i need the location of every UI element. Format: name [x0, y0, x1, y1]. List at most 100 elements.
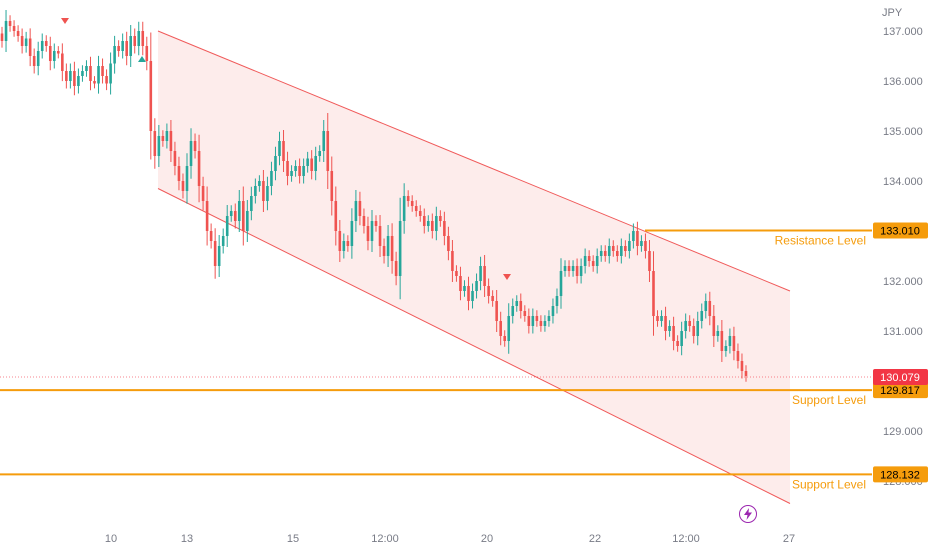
candle-body	[258, 181, 261, 186]
candle-body	[44, 41, 48, 46]
level-badge-1: 129.817	[880, 385, 920, 397]
candle-body	[599, 251, 603, 256]
candle-body	[567, 266, 571, 271]
candle-body	[165, 131, 169, 141]
candle-body	[716, 331, 720, 336]
candle-body	[40, 41, 44, 51]
candle-body	[740, 361, 744, 371]
candle-body	[676, 341, 679, 346]
candle-body	[547, 316, 551, 321]
candle-body	[233, 211, 237, 221]
candle-body	[431, 221, 434, 231]
candle-body	[57, 51, 60, 54]
candle-body	[129, 36, 132, 56]
candle-body	[611, 246, 615, 251]
candle-body	[237, 201, 241, 221]
candle-body	[8, 21, 12, 26]
x-tick-label: 12:00	[672, 533, 700, 545]
candle-body	[145, 46, 149, 61]
candle-body	[16, 31, 20, 36]
candle-body	[527, 316, 531, 326]
current-price-badge-bg	[873, 369, 928, 386]
candle-body	[410, 201, 414, 206]
candle-body	[290, 171, 293, 176]
level-badge-2: 128.132	[880, 469, 920, 481]
candle-body	[728, 336, 732, 346]
candle-body	[52, 51, 56, 61]
candle-body	[551, 306, 555, 316]
candle-body	[418, 211, 422, 216]
candle-body	[696, 321, 700, 336]
candle-body	[229, 211, 233, 216]
candle-body	[354, 201, 358, 221]
candle-body	[254, 186, 257, 196]
candle-body	[105, 76, 108, 84]
candle-body	[571, 266, 575, 271]
candle-body	[406, 196, 410, 201]
candle-body	[137, 31, 141, 46]
candle-body	[644, 241, 647, 251]
candle-body	[270, 171, 273, 186]
candle-body	[85, 66, 88, 71]
candle-body	[334, 201, 338, 231]
candle-body	[185, 166, 189, 191]
regression-channel[interactable]	[157, 30, 791, 504]
candle-body	[595, 256, 599, 266]
candle-body	[736, 351, 740, 361]
event-lightning-icon[interactable]	[739, 505, 757, 523]
level-lines[interactable]: Resistance Level Support Level Support Lev…	[0, 229, 872, 492]
candle-body	[394, 261, 398, 276]
channel-lower-line	[157, 188, 791, 504]
candle-body	[688, 321, 691, 326]
candle-body	[575, 266, 579, 276]
candle-body	[213, 241, 217, 266]
candle-body	[378, 226, 382, 246]
lightning-glyph	[744, 508, 752, 520]
candle-body	[302, 166, 305, 176]
x-tick-label: 12:00	[371, 533, 399, 545]
candle-body	[366, 226, 370, 241]
candle-body	[346, 241, 350, 246]
candle-body	[318, 151, 322, 156]
candle-body	[322, 131, 326, 151]
candle-body	[77, 76, 80, 86]
time-axis[interactable]: 10 13 15 12:00 20 22 12:00 27	[105, 533, 795, 545]
level-text-1: Support Level	[792, 393, 866, 407]
candle-body	[620, 246, 623, 256]
price-axis[interactable]: JPY137.000136.000135.000134.000133.00013…	[873, 7, 928, 488]
candle-body	[24, 38, 28, 46]
candle-body	[398, 221, 402, 276]
x-tick-label: 10	[105, 533, 117, 545]
candle-body	[692, 326, 696, 336]
candle-body	[201, 186, 205, 201]
candle-body	[370, 221, 374, 241]
candle-body	[282, 141, 285, 161]
candle-body	[65, 71, 68, 81]
candle-body	[507, 316, 511, 341]
candle-body	[342, 241, 346, 251]
candle-body	[724, 346, 728, 351]
candle-body	[656, 316, 659, 321]
candle-body	[511, 306, 515, 316]
candle-body	[32, 56, 36, 66]
candle-body	[209, 231, 213, 241]
up-arrow-marker	[138, 56, 146, 62]
candle-body	[350, 221, 354, 246]
candle-body	[539, 321, 543, 326]
candle-body	[121, 41, 124, 51]
candle-body	[664, 316, 667, 331]
candle-body	[113, 46, 116, 64]
y-tick-label: 132.000	[883, 276, 923, 288]
candle-body	[250, 196, 253, 211]
candle-body	[189, 141, 193, 166]
candle-body	[169, 131, 173, 151]
candle-body	[117, 46, 120, 51]
candle-body	[632, 231, 635, 241]
candle-body	[471, 291, 474, 301]
candle-body	[559, 271, 563, 296]
candle-body	[652, 271, 655, 316]
candle-body	[700, 311, 704, 321]
x-tick-label: 15	[287, 533, 299, 545]
